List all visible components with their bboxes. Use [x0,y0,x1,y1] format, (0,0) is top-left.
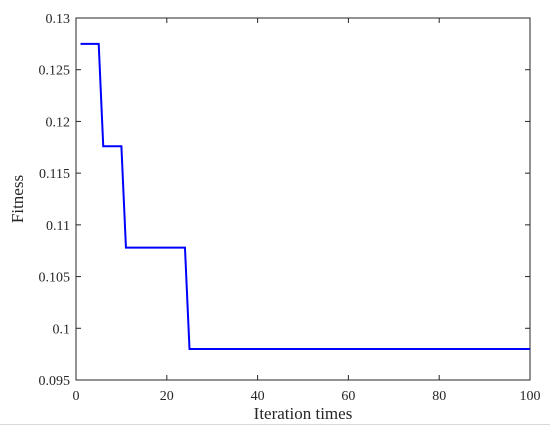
y-tick-label: 0.115 [39,167,70,182]
x-tick-label: 20 [160,389,174,404]
x-tick-label: 60 [341,389,355,404]
x-tick-label: 100 [520,389,541,404]
y-axis-title: Fitness [8,175,27,223]
y-tick-label: 0.095 [39,374,71,389]
y-tick-label: 0.12 [46,115,71,130]
bottom-divider [0,424,550,425]
y-axis-ticks: 0.095 0.1 0.105 0.11 0.115 0.12 0.125 0.13 [39,12,530,389]
x-tick-label: 0 [73,389,80,404]
y-tick-label: 0.13 [46,12,71,27]
y-tick-label: 0.125 [39,64,71,79]
x-tick-label: 40 [251,389,265,404]
plot-area [75,17,531,381]
x-tick-label: 80 [432,389,446,404]
x-axis-ticks: 0 20 40 60 80 100 [73,18,541,404]
fitness-series-line [80,42,530,350]
y-tick-label: 0.11 [46,219,70,234]
y-tick-label: 0.1 [53,322,71,337]
series-layer [80,42,530,350]
y-tick-label: 0.105 [39,271,71,286]
x-axis-title: Iteration times [254,404,353,423]
